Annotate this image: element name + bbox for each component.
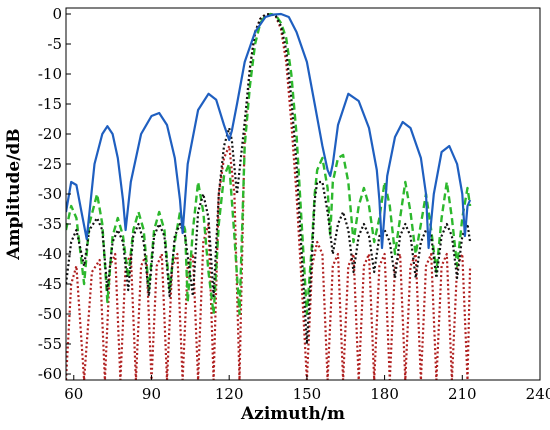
series-line-3 (66, 12, 472, 346)
series-line-2 (66, 12, 472, 316)
x-tick-label: 210 (448, 385, 477, 403)
y-tick-label: -55 (38, 335, 62, 353)
series-line-4 (66, 12, 472, 380)
y-tick-label: 0 (52, 5, 62, 23)
x-tick-label: 150 (293, 385, 322, 403)
x-axis-label: Azimuth/m (240, 404, 345, 424)
series-line-1 (66, 12, 472, 250)
x-tick-label: 240 (526, 385, 550, 403)
y-axis-label: Amplitude/dB (4, 128, 24, 260)
y-tick-label: -5 (47, 35, 62, 53)
x-tick-label: 90 (142, 385, 161, 403)
y-tick-label: -20 (38, 125, 62, 143)
series-layer (66, 12, 472, 380)
y-tick-label: -50 (38, 305, 62, 323)
y-tick-label: -40 (38, 245, 62, 263)
x-tick-label: 180 (370, 385, 399, 403)
y-tick-label: -60 (38, 365, 62, 383)
y-tick-label: -35 (38, 215, 62, 233)
y-tick-label: -45 (38, 275, 62, 293)
ticks-layer: 60 90 120 150 180 210 240 0 -5 -10 -15 -20 -25 -30 -35… (38, 5, 550, 403)
y-tick-label: -25 (38, 155, 62, 173)
x-tick-label: 120 (215, 385, 244, 403)
y-tick-label: -15 (38, 95, 62, 113)
x-tick-label: 60 (64, 385, 83, 403)
y-tick-label: -30 (38, 185, 62, 203)
y-tick-label: -10 (38, 65, 62, 83)
